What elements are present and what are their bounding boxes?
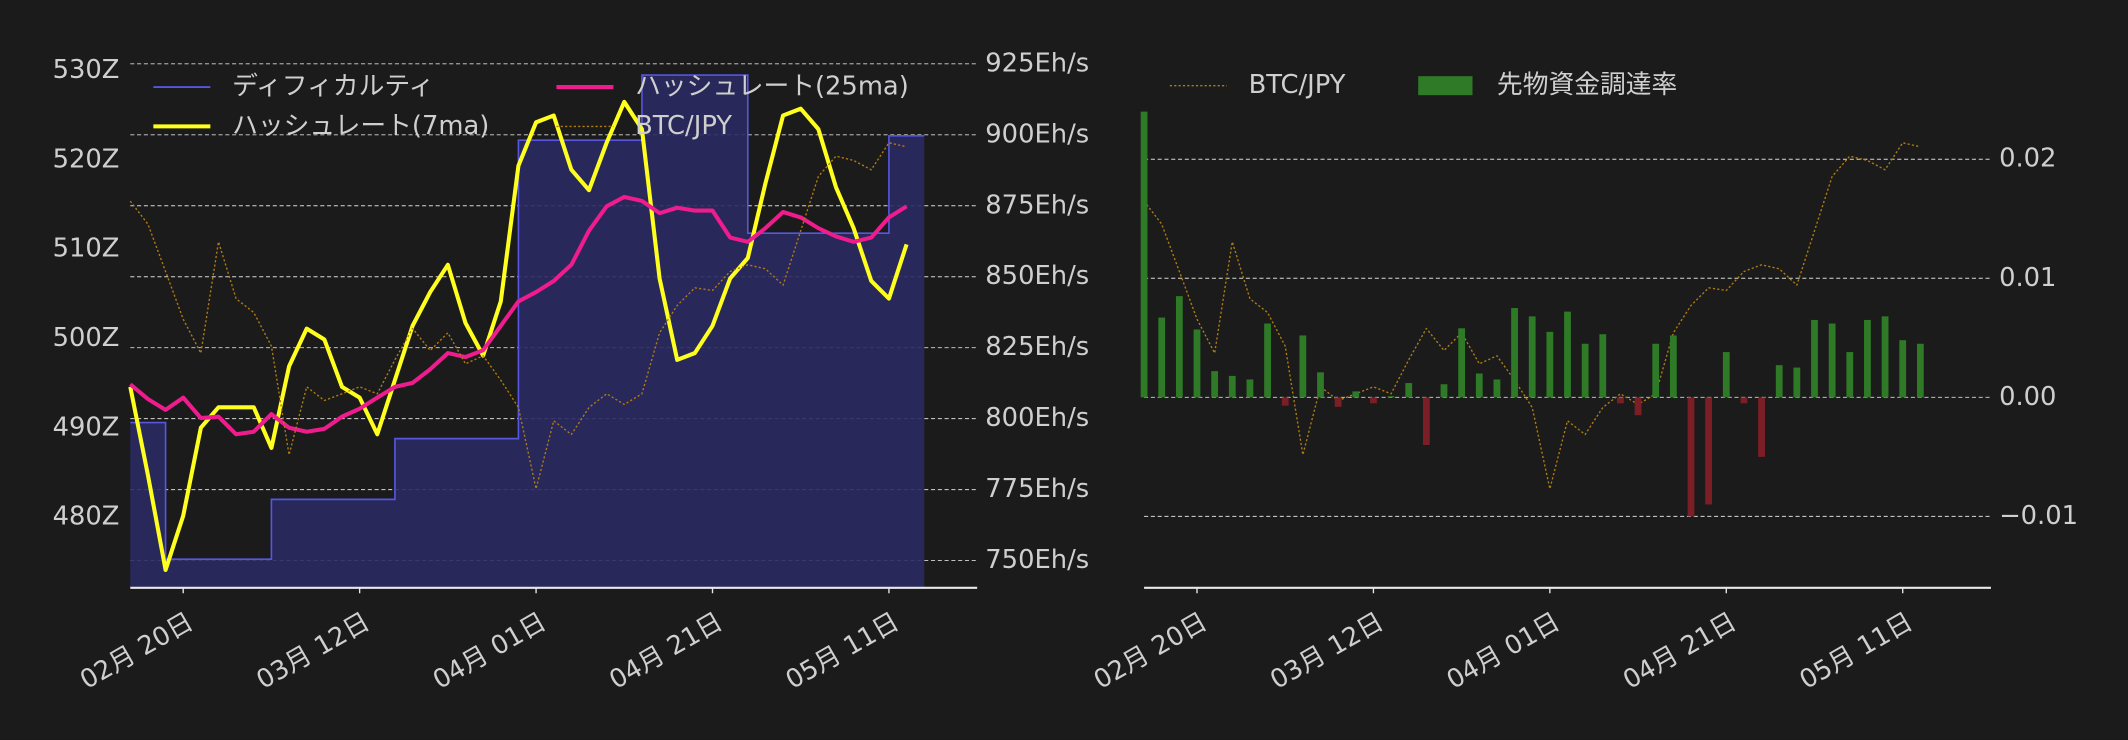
bar <box>1864 319 1871 398</box>
y2-tick-label: 750Eh/s <box>985 545 1089 575</box>
bar <box>1193 329 1201 398</box>
bar <box>1281 397 1289 406</box>
bar <box>1581 343 1589 398</box>
bar <box>1775 365 1783 398</box>
y-tick-label: 510Z <box>53 234 120 264</box>
bar <box>1334 397 1342 407</box>
bar <box>1846 352 1854 398</box>
y2-tick-label: 825Eh/s <box>985 332 1089 362</box>
bar <box>1475 373 1483 398</box>
bar <box>1387 396 1395 398</box>
bar <box>1916 343 1924 398</box>
bar <box>1158 317 1166 398</box>
y-tick-label: 500Z <box>53 323 120 353</box>
bar <box>1140 111 1148 398</box>
bar <box>1828 323 1836 398</box>
y2-tick-label: 800Eh/s <box>985 403 1089 433</box>
y2-tick-label: −0.01 <box>1999 501 2078 531</box>
bar <box>1617 397 1624 404</box>
legend-label: 先物資金調達率 <box>1497 70 1677 100</box>
y2-tick-label: 0.02 <box>1999 144 2056 174</box>
y2-tick-label: 0.00 <box>1999 382 2056 412</box>
y-tick-label: 520Z <box>53 144 120 174</box>
bar <box>1546 331 1554 398</box>
bar <box>1493 379 1501 398</box>
bar <box>1687 397 1695 517</box>
bar <box>1264 323 1271 398</box>
legend-label: ハッシュレート(25ma) <box>635 72 909 102</box>
bar <box>1705 397 1713 505</box>
bar <box>1669 335 1677 398</box>
bar <box>1599 334 1607 398</box>
bar <box>1899 340 1907 398</box>
bar <box>1299 335 1307 398</box>
legend-label: ディフィカルティ <box>232 72 434 102</box>
legend-label: ハッシュレート(7ma) <box>232 111 489 141</box>
bar <box>1881 316 1889 398</box>
bar <box>1564 311 1571 398</box>
difficulty-line <box>130 74 925 561</box>
bar <box>1405 383 1413 398</box>
bar <box>1793 367 1801 398</box>
bar <box>1211 371 1219 398</box>
bar <box>1246 379 1254 398</box>
bar <box>1758 397 1765 457</box>
legend-swatch <box>1418 76 1473 96</box>
y2-tick-label: 875Eh/s <box>985 190 1089 220</box>
bar <box>1811 319 1818 398</box>
series-line <box>128 99 909 572</box>
series-line <box>129 142 907 490</box>
bar <box>1722 352 1730 398</box>
bar <box>1511 308 1518 398</box>
y2-tick-label: 900Eh/s <box>985 119 1089 149</box>
legend-label: BTC/JPY <box>635 111 732 141</box>
bar <box>1528 316 1536 398</box>
y2-tick-label: 0.01 <box>1999 263 2056 293</box>
difficulty-area <box>130 75 925 588</box>
y2-tick-label: 775Eh/s <box>985 474 1089 504</box>
series-line <box>1143 142 1921 490</box>
bar <box>1652 343 1660 398</box>
series-line <box>128 194 908 437</box>
y-tick-label: 530Z <box>53 55 120 85</box>
y-tick-label: 490Z <box>53 412 120 442</box>
bar <box>1370 397 1377 404</box>
bar <box>1422 397 1430 445</box>
y2-tick-label: 925Eh/s <box>985 48 1089 78</box>
bar <box>1317 372 1324 398</box>
bar <box>1228 375 1236 398</box>
bar <box>1740 397 1748 404</box>
bar <box>1440 384 1448 398</box>
bar <box>1352 391 1360 398</box>
bar <box>1634 397 1642 416</box>
bar <box>1175 296 1183 398</box>
bar <box>1458 328 1466 398</box>
y-tick-label: 480Z <box>53 502 120 532</box>
y2-tick-label: 850Eh/s <box>985 261 1089 291</box>
legend-label: BTC/JPY <box>1249 70 1346 100</box>
